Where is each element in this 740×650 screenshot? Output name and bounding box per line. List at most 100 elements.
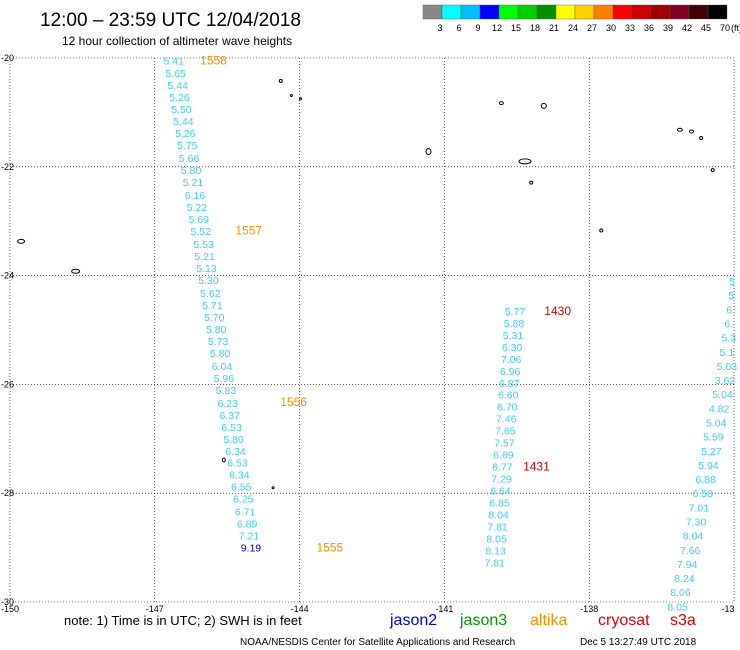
wave-height-value: 7.01	[689, 502, 710, 514]
wave-height-value: 5.69	[189, 214, 210, 226]
scale-swatch	[555, 4, 576, 20]
island-outline	[271, 486, 275, 490]
wave-height-value: 5.59	[703, 432, 724, 444]
lat-label: -28	[1, 488, 14, 498]
lon-label: -147	[146, 604, 164, 614]
satellite-tracks: 5.415.655.445.265.505.445.265.755.665.80…	[163, 54, 737, 614]
track-cryosat-east: 5 5 6. 6. 5.3 5.1 5.03 3.62 5.04 4.82 5.04 5.59 5.27…	[667, 276, 737, 613]
satellite-jason2: jason2	[389, 612, 437, 629]
lat-label: -26	[1, 379, 14, 389]
wave-height-value: 5.41	[163, 56, 184, 68]
wave-height-value: 5.03	[717, 361, 738, 373]
lon-label: -138	[580, 604, 598, 614]
island-outline	[17, 238, 26, 244]
wave-height-value: 5.21	[183, 177, 204, 189]
scale-swatch	[574, 4, 595, 20]
wave-height-value: 6.	[726, 304, 735, 316]
wave-height-value: 5.80	[210, 348, 231, 360]
wave-height-value: 6.60	[498, 390, 519, 402]
satellite-altika: altika	[530, 612, 567, 629]
wave-height-value: 3.62	[715, 375, 736, 387]
island-outline	[289, 94, 293, 98]
wave-height-value: 8.13	[485, 545, 506, 557]
scale-label: 33	[625, 23, 635, 33]
wave-height-value: 5.26	[169, 92, 190, 104]
wave-height-value: 8.04	[488, 509, 509, 521]
wave-height-value: 6.89	[237, 519, 258, 531]
lat-label: -30	[1, 597, 14, 607]
wave-height-value: 5.50	[171, 104, 192, 116]
wave-height-value: 6.69	[493, 450, 514, 462]
island-outline	[689, 129, 695, 134]
wave-height-value: 5.80	[206, 324, 227, 336]
wave-height-value: 6.77	[492, 462, 513, 474]
islands	[17, 78, 715, 490]
wave-height-value: 6.	[724, 318, 733, 330]
wave-height-value: 6.53	[227, 458, 248, 470]
wave-height-value: 6.34	[225, 446, 246, 458]
wave-height-value: 7.81	[484, 557, 505, 569]
island-outline	[676, 127, 683, 132]
scale-label: 24	[568, 23, 578, 33]
island-outline	[710, 168, 715, 173]
scale-swatch	[688, 4, 709, 20]
island-outline	[518, 158, 532, 165]
island-outline	[71, 268, 81, 274]
scale-label: 42	[682, 23, 692, 33]
scale-swatch	[612, 4, 633, 20]
wave-height-value: 6.88	[695, 474, 716, 486]
wave-height-value: 5.94	[698, 460, 719, 472]
wave-height-value: 4.82	[709, 403, 730, 415]
island-outline	[425, 148, 432, 156]
wave-height-value: 5.77	[505, 306, 526, 318]
wave-height-value: 7.30	[686, 516, 707, 528]
timestamp-text: Dec 5 13:27:49 UTC 2018	[580, 637, 697, 648]
scale-swatch	[707, 4, 728, 20]
wave-height-value: 5.04	[712, 389, 733, 401]
wave-height-value: 5.3	[721, 333, 736, 345]
wave-height-value: 5.65	[165, 68, 186, 80]
satellite-cryosat: cryosat	[598, 612, 650, 629]
lon-label: -13	[721, 604, 734, 614]
satellite-s3a: s3a	[670, 612, 696, 629]
scale-label: 36	[644, 23, 654, 33]
scale-swatch	[441, 4, 462, 20]
lon-label: -150	[1, 604, 19, 614]
wave-height-value: 5.88	[504, 318, 525, 330]
wave-height-value: 7.46	[496, 414, 517, 426]
wave-height-value: 5.80	[181, 165, 202, 177]
scale-swatch	[460, 4, 481, 20]
satellite-jason3: jason3	[459, 612, 507, 629]
map-frame	[9, 57, 735, 603]
scale-label: 12	[492, 23, 502, 33]
scale-swatch	[422, 4, 443, 20]
time-label: 1555	[316, 541, 343, 555]
wave-height-value: 5.70	[204, 312, 225, 324]
wave-height-value: 8.06	[670, 587, 691, 599]
wave-height-value: 5.52	[191, 226, 212, 238]
wave-height-value: 5.44	[173, 116, 194, 128]
island-outline	[498, 101, 504, 106]
wave-height-value: 6.71	[235, 507, 256, 519]
wave-height-value: 6.85	[489, 497, 510, 509]
scale-label: 70	[720, 23, 730, 33]
wave-height-value: 5.26	[175, 128, 196, 140]
scale-label: 21	[549, 23, 559, 33]
lat-label: -20	[1, 53, 14, 63]
time-label: 1557	[235, 223, 262, 237]
wave-height-value: 5.1	[720, 347, 735, 359]
scale-swatch	[631, 4, 652, 20]
wave-height-value: 6.58	[692, 488, 713, 500]
track-altika-west: 5.415.655.445.265.505.445.265.755.665.80…	[163, 54, 343, 555]
credit-text: NOAA/NESDIS Center for Satellite Applica…	[240, 637, 515, 648]
wave-height-value: 5.96	[214, 373, 235, 385]
wave-height-value: 5.73	[208, 336, 229, 348]
track-cryosat-middle: 5.775.885.316.307.066.966.876.606.707.46…	[484, 304, 571, 569]
scale-label: 15	[511, 23, 521, 33]
wave-height-value: 6.30	[502, 342, 523, 354]
wave-height-value: 8.05	[667, 601, 688, 613]
latitude-labels: -20 -22 -24 -26 -28 -30	[1, 53, 14, 607]
wave-height-value: 9.19	[241, 543, 262, 555]
scale-label: 18	[530, 23, 540, 33]
